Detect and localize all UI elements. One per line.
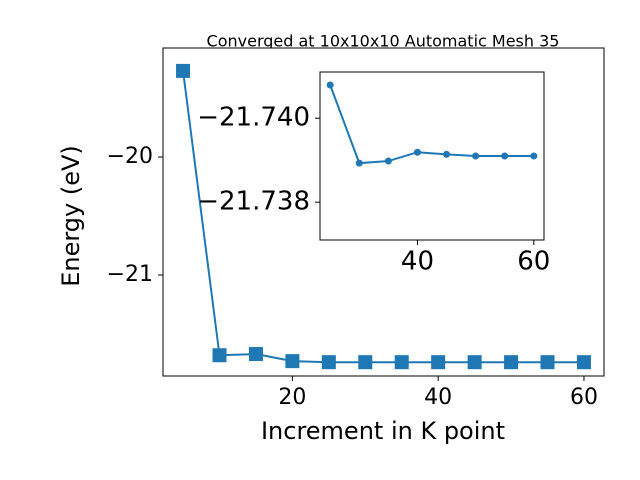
x-tick-label: 20	[278, 385, 306, 410]
marker	[431, 355, 446, 370]
marker	[472, 152, 480, 160]
marker	[394, 355, 409, 370]
marker	[501, 152, 509, 160]
marker	[355, 159, 363, 167]
x-tick-label: 60	[517, 247, 550, 277]
marker	[248, 347, 263, 362]
y-tick-label: −21.738	[197, 187, 310, 217]
marker	[326, 81, 334, 89]
x-tick-label: 40	[401, 247, 434, 277]
marker	[358, 355, 373, 370]
marker	[321, 355, 336, 370]
marker	[443, 150, 451, 158]
axes-frame	[319, 71, 545, 241]
y-tick-label: −20	[107, 144, 153, 169]
marker	[176, 63, 191, 78]
marker	[576, 355, 591, 370]
marker	[504, 355, 519, 370]
marker	[467, 355, 482, 370]
x-tick-label: 60	[570, 385, 598, 410]
y-tick-label: −21.740	[197, 103, 310, 133]
chart-title: Converged at 10x10x10 Automatic Mesh 35	[207, 32, 560, 51]
axes-frame	[162, 47, 605, 377]
series-line	[329, 84, 534, 165]
marker	[540, 355, 555, 370]
y-axis-label: Energy (eV)	[57, 145, 85, 287]
x-axis-label: Increment in K point	[261, 417, 505, 445]
marker	[285, 354, 300, 369]
marker	[212, 348, 227, 363]
y-tick-label: −21	[107, 262, 153, 287]
x-tick-label: 40	[424, 385, 452, 410]
marker	[384, 157, 392, 165]
marker	[413, 148, 421, 156]
marker	[530, 152, 538, 160]
